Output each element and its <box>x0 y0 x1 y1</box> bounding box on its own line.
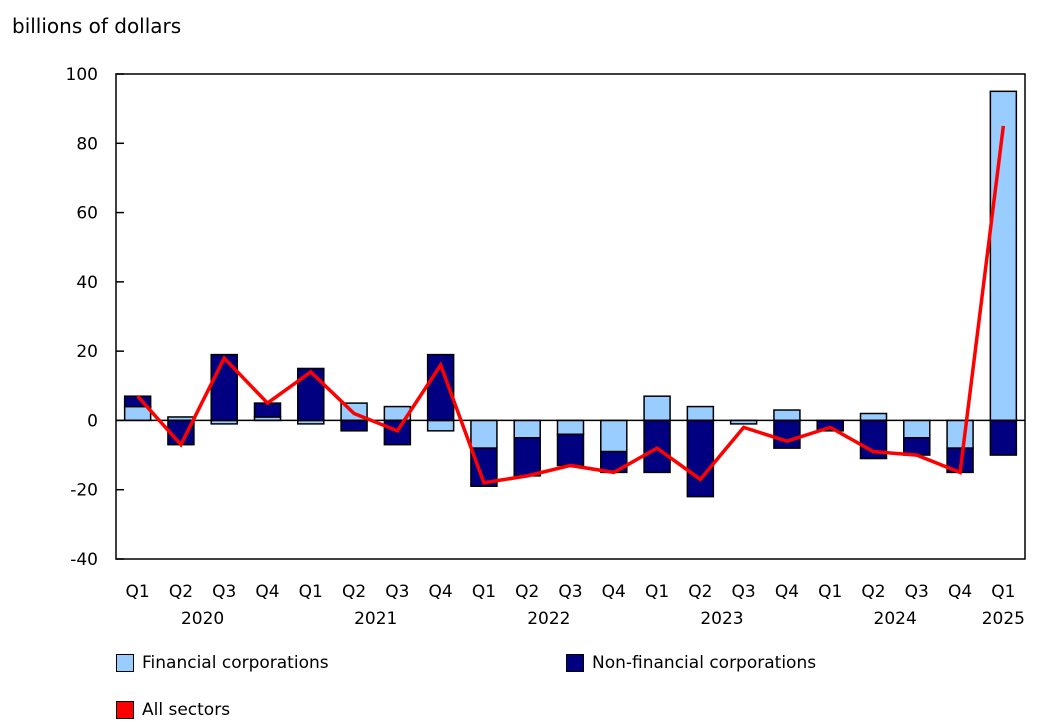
bar-financial <box>643 395 671 422</box>
bar-nonfinancial <box>556 433 585 467</box>
x-year-label: 2024 <box>874 609 917 629</box>
x-year-label: 2025 <box>982 609 1025 629</box>
bar-financial <box>426 419 455 432</box>
bar-financial <box>513 419 541 439</box>
bar-nonfinancial <box>903 437 931 456</box>
x-year-label: 2022 <box>527 609 570 629</box>
bar-nonfinancial <box>210 353 238 422</box>
y-tick-label: -40 <box>70 550 98 570</box>
x-year-label: 2020 <box>181 609 224 629</box>
x-tick-label: Q3 <box>558 582 582 602</box>
x-tick-label: Q1 <box>818 582 842 602</box>
x-tick-label: Q4 <box>255 582 279 602</box>
x-tick-label: Q1 <box>472 582 496 602</box>
bar-financial <box>946 419 974 449</box>
legend-swatch-financial <box>116 654 134 672</box>
bar-financial <box>989 90 1018 422</box>
y-axis-unit-label: billions of dollars <box>12 14 182 38</box>
bar-nonfinancial <box>773 419 801 449</box>
legend-swatch-all-sectors <box>116 701 134 719</box>
legend-item-all-sectors: All sectors <box>116 700 230 720</box>
legend-label-nonfinancial: Non-financial corporations <box>592 653 817 673</box>
y-tick-label: 100 <box>66 65 98 85</box>
y-tick-label: 80 <box>76 134 98 154</box>
legend-label-all-sectors: All sectors <box>142 700 231 720</box>
bar-nonfinancial <box>340 419 368 432</box>
x-tick-label: Q1 <box>126 582 150 602</box>
x-tick-label: Q2 <box>169 582 193 602</box>
x-tick-label: Q1 <box>991 582 1015 602</box>
legend-item-nonfinancial: Non-financial corporations <box>566 653 816 673</box>
x-tick-label: Q2 <box>342 582 366 602</box>
x-tick-label: Q2 <box>515 582 539 602</box>
x-tick-label: Q3 <box>732 582 756 602</box>
legend-item-financial: Financial corporations <box>116 653 329 673</box>
bar-financial <box>556 419 585 436</box>
x-tick-label: Q4 <box>948 582 972 602</box>
plot-frame <box>115 73 1026 560</box>
x-tick-label: Q2 <box>861 582 885 602</box>
bar-financial <box>686 405 715 422</box>
x-tick-label: Q4 <box>775 582 799 602</box>
y-tick-label: 60 <box>76 204 98 224</box>
bar-nonfinancial <box>686 419 715 498</box>
x-tick-label: Q4 <box>602 582 626 602</box>
bar-nonfinancial <box>989 419 1018 456</box>
y-tick-label: 40 <box>76 273 98 293</box>
bar-financial <box>903 419 931 439</box>
y-tick-label: 20 <box>76 342 98 362</box>
bar-nonfinancial <box>513 437 541 477</box>
x-tick-label: Q3 <box>385 582 409 602</box>
bar-financial <box>600 419 628 453</box>
x-tick-label: Q4 <box>429 582 453 602</box>
x-year-label: 2023 <box>700 609 743 629</box>
bar-nonfinancial <box>297 367 325 422</box>
x-tick-label: Q1 <box>299 582 323 602</box>
x-tick-label: Q1 <box>645 582 669 602</box>
y-tick-label: 0 <box>87 411 98 431</box>
x-tick-label: Q3 <box>905 582 929 602</box>
bar-financial <box>470 419 498 449</box>
legend-label-financial: Financial corporations <box>142 653 329 673</box>
y-tick-label: -20 <box>70 481 98 501</box>
bar-financial <box>859 412 888 422</box>
legend-swatch-nonfinancial <box>566 654 584 672</box>
x-tick-label: Q3 <box>212 582 236 602</box>
x-tick-label: Q2 <box>688 582 712 602</box>
bar-financial <box>773 409 801 422</box>
x-year-label: 2021 <box>354 609 397 629</box>
